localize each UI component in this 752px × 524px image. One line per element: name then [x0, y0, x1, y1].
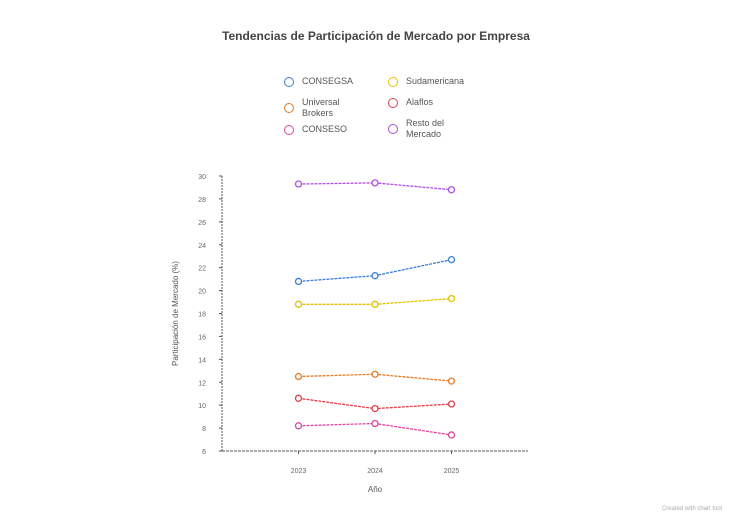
y-tick-label: 20 [198, 289, 206, 296]
data-point [371, 272, 379, 280]
legend-marker-icon [284, 103, 294, 113]
data-point [371, 179, 379, 187]
y-tick-label: 16 [198, 334, 206, 341]
data-point [294, 422, 303, 430]
data-point [447, 377, 456, 385]
legend-item[interactable]: Universal Brokers [284, 97, 372, 119]
y-tick-label: 26 [198, 220, 206, 227]
data-point [371, 419, 379, 428]
y-tick-label: 10 [198, 403, 206, 410]
data-point [447, 255, 456, 264]
x-axis-label: Año [368, 485, 383, 494]
data-point [447, 186, 456, 194]
data-point [447, 431, 456, 439]
data-point [447, 400, 456, 408]
legend-marker-icon [284, 76, 294, 87]
legend-item[interactable]: CONSESO [284, 124, 372, 135]
x-tick-label: 2023 [291, 468, 307, 475]
data-point [294, 277, 303, 286]
y-axis-label: Participación de Mercado (%) [171, 261, 180, 366]
legend-label: Sudamericana [406, 76, 465, 86]
y-tick-label: 22 [198, 266, 206, 273]
legend-item[interactable]: Sudamericana [388, 76, 476, 87]
x-tick-label: 2025 [444, 468, 460, 475]
legend-marker-icon [388, 97, 398, 108]
x-tick-label: 2024 [367, 468, 383, 475]
data-point [371, 300, 379, 308]
data-point [294, 372, 303, 381]
legend-marker-icon [388, 124, 398, 134]
y-tick-label: 12 [198, 380, 206, 387]
legend-label: CONSEGSA [302, 76, 354, 86]
y-tick-label: 8 [202, 426, 206, 433]
legend-label: Universal Brokers [302, 97, 340, 118]
y-tick-label: 28 [198, 197, 206, 204]
data-point [294, 300, 303, 308]
legend-label: Resto del Mercado [406, 118, 445, 139]
legend-item[interactable]: Resto del Mercado [388, 118, 446, 140]
data-point [294, 394, 303, 402]
legend-item[interactable]: CONSEGSA [284, 76, 372, 87]
credit-text: Created with chart tool [661, 506, 722, 512]
y-tick-label: 18 [198, 312, 206, 319]
legend-label: Alaflos [406, 97, 434, 107]
legend-marker-icon [388, 76, 398, 87]
y-tick-label: 6 [202, 449, 206, 456]
data-point [294, 180, 303, 188]
data-point [371, 370, 379, 378]
legend-marker-icon [284, 124, 294, 135]
legend-label: CONSESO [302, 124, 348, 134]
y-tick-label: 24 [198, 243, 206, 250]
y-tick-label: 30 [198, 174, 206, 181]
y-tick-label: 14 [198, 357, 206, 364]
data-point [371, 404, 379, 413]
legend-item[interactable]: Alaflos [388, 97, 476, 108]
chart-title: Tendencias de Participación de Mercado p… [222, 29, 530, 43]
data-point [447, 294, 456, 303]
